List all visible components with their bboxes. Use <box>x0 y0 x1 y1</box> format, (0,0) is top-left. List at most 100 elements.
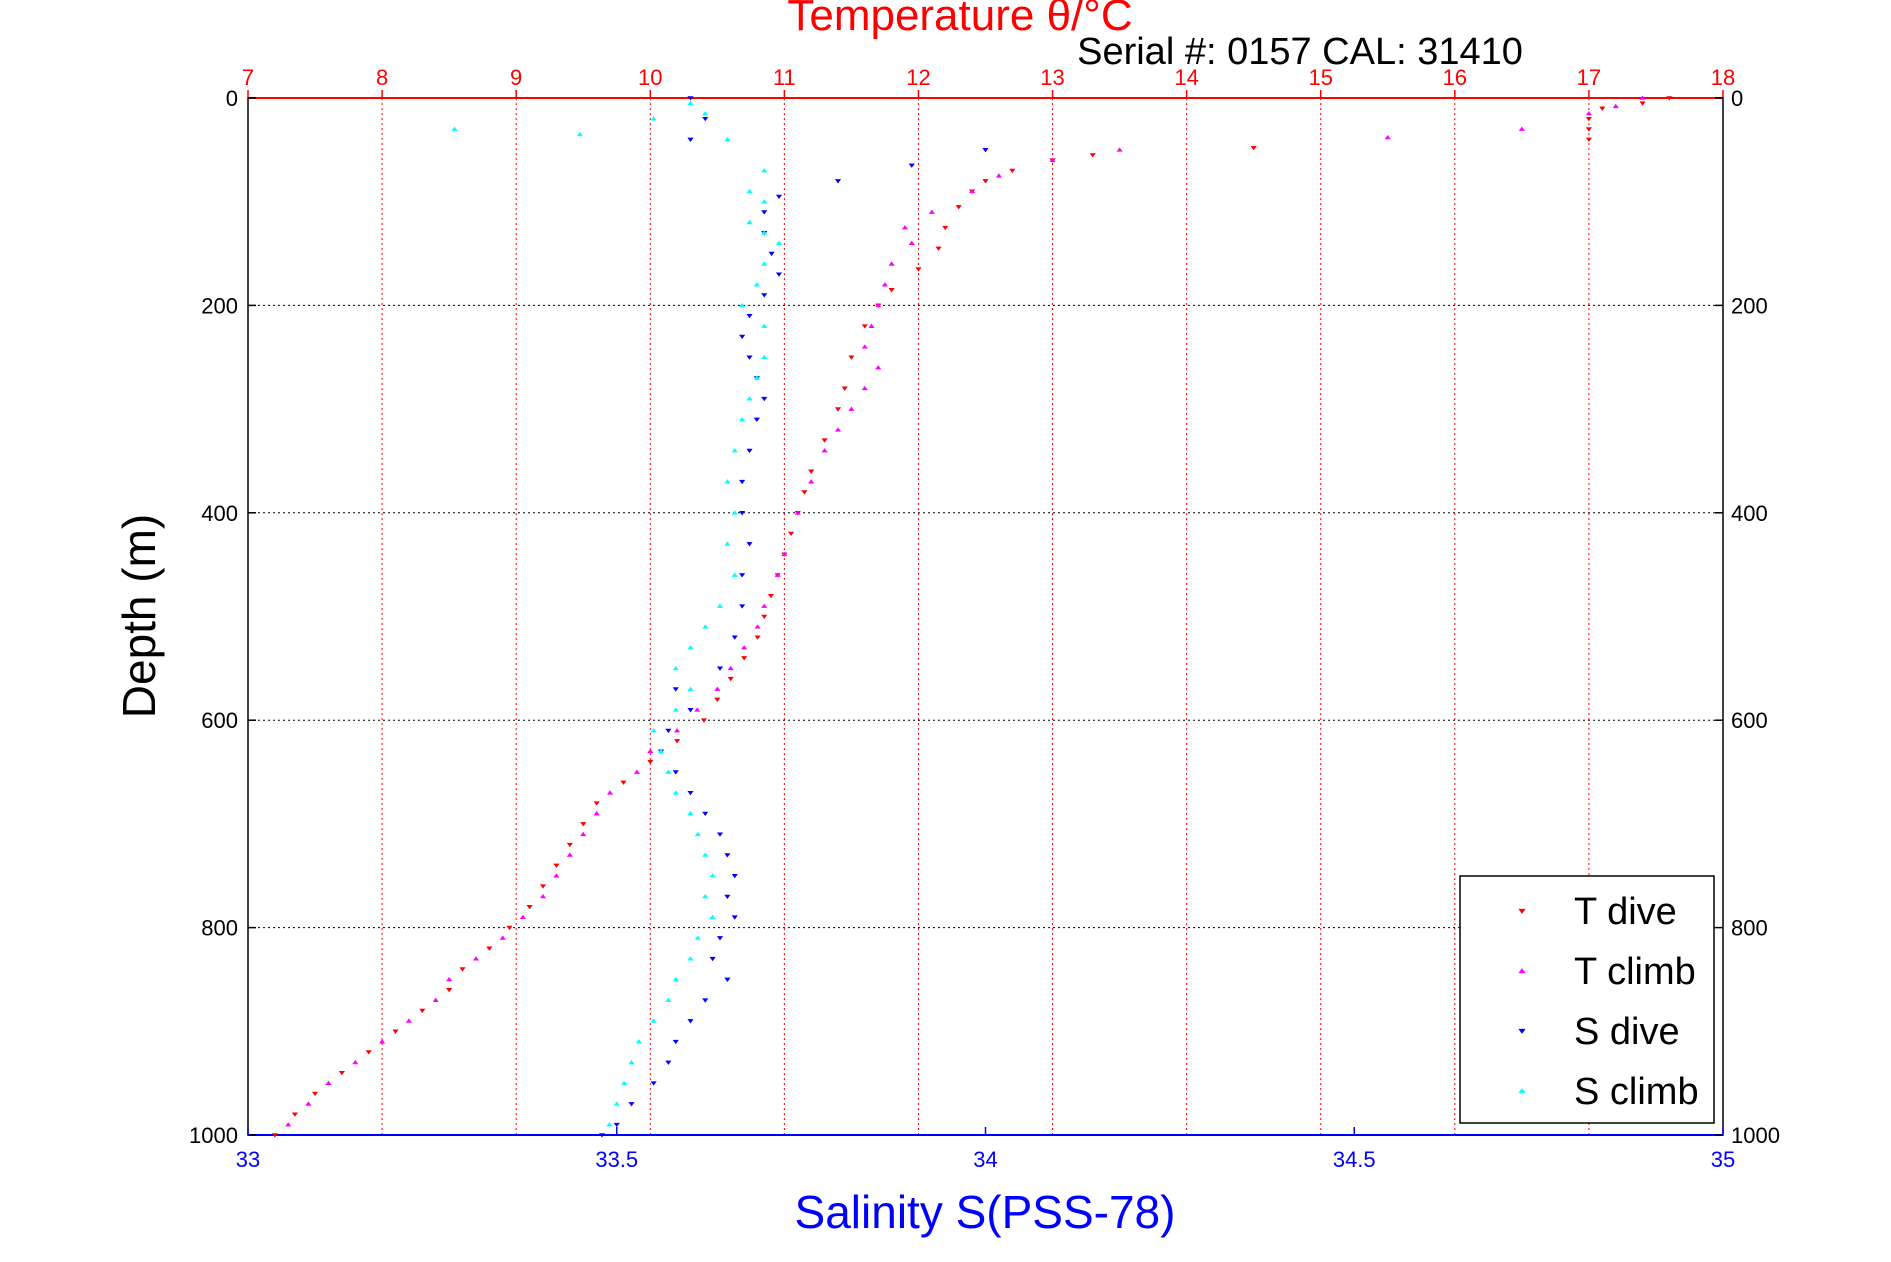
data-point <box>739 573 746 578</box>
data-point <box>665 769 672 774</box>
temperature-tick-label: 14 <box>1174 65 1198 90</box>
data-point <box>724 894 731 900</box>
legend-label: S climb <box>1574 1071 1699 1113</box>
data-point <box>325 1080 332 1085</box>
data-point <box>539 893 547 899</box>
legend-marker <box>1518 1088 1526 1094</box>
data-point <box>451 126 458 131</box>
chart-subtitle: Serial #: 0157 CAL: 31410 <box>1077 31 1523 73</box>
data-point <box>995 173 1002 178</box>
data-point <box>761 354 768 360</box>
data-point <box>716 936 724 941</box>
y-axis-label: Depth (m) <box>113 514 165 718</box>
data-point <box>834 427 842 432</box>
data-point <box>955 205 962 210</box>
data-point <box>1116 147 1123 152</box>
data-point <box>702 852 709 857</box>
data-point <box>753 282 760 287</box>
data-point <box>746 219 753 225</box>
series-t-climb <box>285 95 1646 1127</box>
data-point <box>674 728 681 733</box>
data-point <box>881 282 889 287</box>
data-point <box>761 603 768 608</box>
data-point <box>702 893 709 899</box>
data-point <box>702 111 709 116</box>
data-point <box>716 603 724 608</box>
data-point <box>731 915 738 920</box>
data-point <box>709 956 716 962</box>
depth-tick-label-right: 800 <box>1731 916 1768 941</box>
data-point <box>768 251 775 257</box>
data-point <box>724 136 731 142</box>
data-point <box>472 956 480 961</box>
data-point <box>694 935 701 940</box>
data-point <box>841 386 848 391</box>
data-point <box>352 1059 359 1065</box>
data-point <box>848 406 855 411</box>
data-point <box>392 1029 399 1034</box>
data-point <box>761 261 768 266</box>
data-point <box>834 407 842 412</box>
data-point <box>761 210 768 215</box>
data-point <box>724 541 731 546</box>
data-point <box>405 1018 412 1023</box>
data-point <box>338 1070 345 1076</box>
data-point <box>526 905 533 910</box>
data-point <box>687 956 694 961</box>
data-point <box>702 624 709 629</box>
data-point <box>419 1008 426 1014</box>
legend-label: S dive <box>1574 1011 1680 1053</box>
data-point <box>709 873 716 878</box>
salinity-tick-label: 35 <box>1711 1147 1735 1172</box>
data-point <box>672 790 679 795</box>
data-point <box>716 832 724 837</box>
data-point <box>861 385 868 391</box>
legend-marker <box>1518 908 1526 914</box>
data-point <box>687 790 694 796</box>
data-point <box>754 624 761 629</box>
data-point <box>739 334 746 340</box>
data-point <box>741 656 748 661</box>
data-point <box>942 225 949 231</box>
data-point <box>767 593 775 599</box>
data-point <box>739 416 746 422</box>
data-point <box>775 272 783 277</box>
series-s-dive <box>598 96 989 1138</box>
data-point <box>714 697 721 702</box>
legend-label: T climb <box>1574 951 1696 993</box>
data-point <box>1666 96 1673 101</box>
data-point <box>606 1122 613 1127</box>
data-point <box>647 748 654 754</box>
depth-tick-label-right: 200 <box>1731 293 1768 318</box>
temperature-tick-label: 15 <box>1308 65 1332 90</box>
data-point <box>271 1133 278 1138</box>
data-point <box>650 1018 657 1023</box>
legend-marker <box>1518 968 1526 974</box>
depth-tick-label-left: 0 <box>226 86 238 111</box>
data-point <box>665 1060 672 1065</box>
data-point <box>687 96 694 101</box>
legend: T dive T climb S dive S climb <box>1459 875 1715 1124</box>
data-point <box>727 665 734 671</box>
data-point <box>761 168 768 173</box>
data-point <box>861 324 868 329</box>
data-point <box>724 479 731 484</box>
data-point <box>1639 95 1646 100</box>
temperature-tick-label: 17 <box>1577 65 1601 90</box>
data-point <box>650 728 657 733</box>
data-point <box>1585 111 1592 116</box>
data-point <box>746 396 753 401</box>
data-point <box>647 759 654 765</box>
data-point <box>566 842 573 848</box>
salinity-tick-label: 33 <box>236 1147 260 1172</box>
depth-tick-label-left: 800 <box>201 916 238 941</box>
temperature-tick-label: 18 <box>1711 65 1735 90</box>
data-point <box>499 935 506 940</box>
data-point <box>672 707 679 712</box>
data-point <box>687 1019 694 1024</box>
temperature-tick-label: 8 <box>376 65 388 90</box>
data-point <box>687 137 694 142</box>
data-point <box>969 188 976 194</box>
data-point <box>1518 126 1525 131</box>
